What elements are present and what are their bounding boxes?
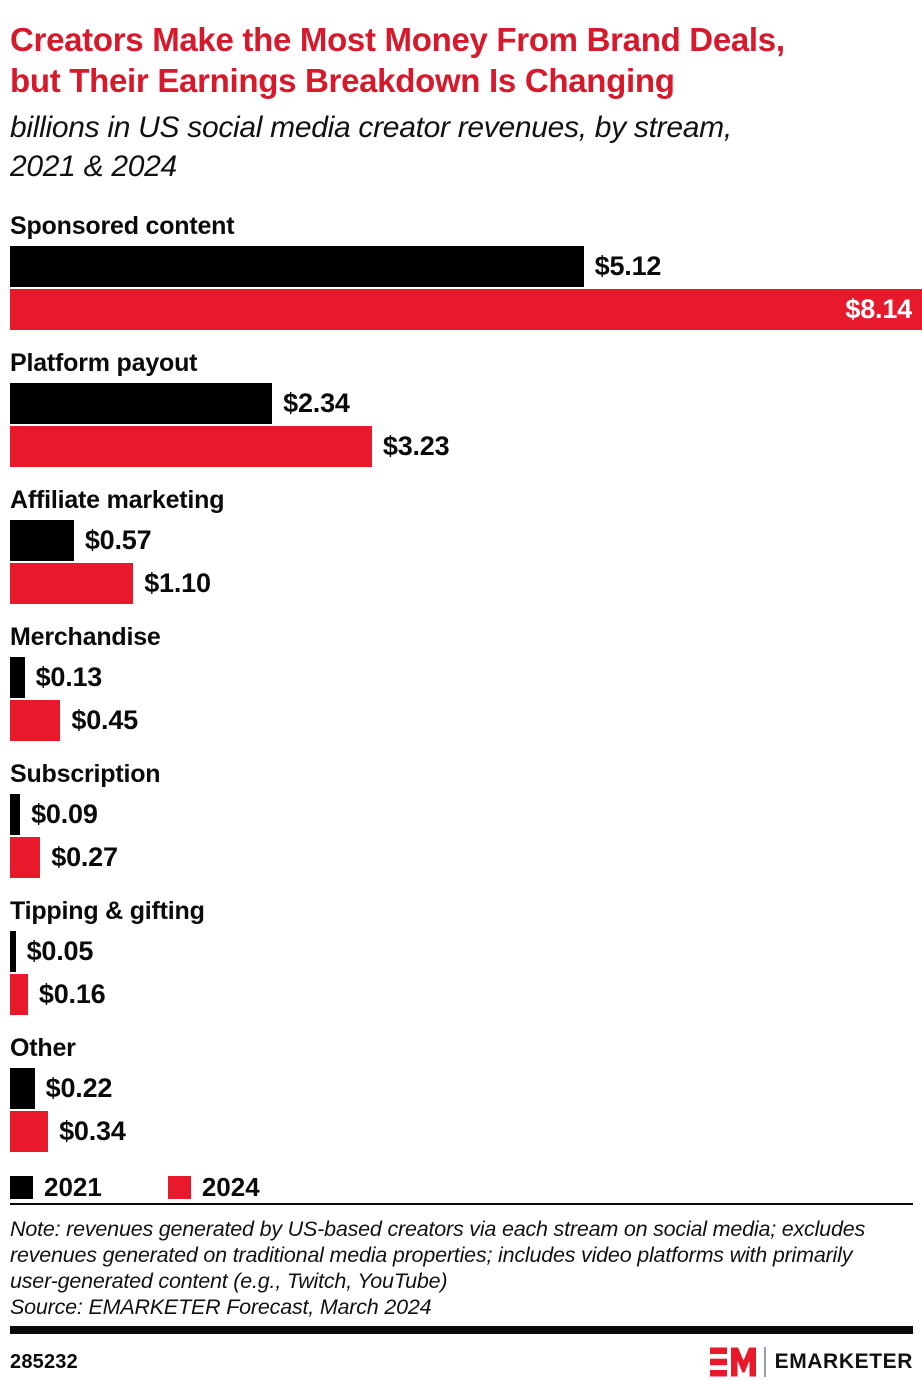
chart-subtitle: billions in US social media creator reve… <box>10 108 922 186</box>
bar-2021 <box>10 383 273 424</box>
chart-subtitle-line1: billions in US social media creator reve… <box>10 111 732 144</box>
bar-row-2021: $0.05 <box>10 931 922 972</box>
bar-group-subscription: Subscription $0.09 $0.27 <box>10 759 922 878</box>
bar-row-2021: $0.22 <box>10 1068 922 1109</box>
bar-2021 <box>10 794 21 835</box>
bar-2024: $8.14 <box>10 289 922 330</box>
bar-2021 <box>10 246 584 287</box>
value-label-2021: $0.09 <box>31 799 98 829</box>
bar-2024 <box>10 426 372 467</box>
category-label: Tipping & gifting <box>10 897 205 925</box>
bar-2021 <box>10 931 16 972</box>
value-label-2021: $0.05 <box>26 936 94 966</box>
chart-legend: 2021 2024 <box>10 1172 922 1203</box>
value-label-2021: $2.34 <box>283 388 350 418</box>
bar-row-2021: $2.34 <box>10 383 922 424</box>
value-label-2024: $0.16 <box>38 979 106 1009</box>
note-line: Note: revenues generated by US-based cre… <box>10 1217 866 1241</box>
chart-title-line1: Creators Make the Most Money From Brand … <box>10 21 785 58</box>
legend-item-2024: 2024 <box>167 1172 260 1203</box>
legend-label-2021: 2021 <box>44 1172 102 1202</box>
value-label-2024: $3.23 <box>382 431 450 461</box>
value-label-2021: $0.57 <box>84 525 152 555</box>
chart-footer: Note: revenues generated by US-based cre… <box>10 1203 922 1381</box>
bar-row-2024: $3.23 <box>10 426 922 467</box>
bar-row-2024: $0.34 <box>10 1111 922 1152</box>
bar-chart: Sponsored content $5.12 $8.14 Platform p… <box>10 195 922 1203</box>
category-label: Sponsored content <box>10 212 235 240</box>
bar-2024 <box>10 700 61 741</box>
legend-swatch-2021 <box>10 1176 33 1199</box>
bar-row-2024: $0.16 <box>10 974 922 1015</box>
bar-group-merchandise: Merchandise $0.13 $0.45 <box>10 622 922 741</box>
footer-divider <box>10 1203 913 1205</box>
footer-bar <box>10 1326 913 1334</box>
value-label-2021: $5.12 <box>594 251 662 281</box>
value-label-2024: $1.10 <box>144 568 211 598</box>
category-label: Affiliate marketing <box>10 486 225 514</box>
bar-group-platform-payout: Platform payout $2.34 $3.23 <box>10 348 922 467</box>
emarketer-brand: EMARKETER <box>709 1347 913 1377</box>
em-logo-icon <box>709 1347 756 1377</box>
chart-title-line2: but Their Earnings Breakdown Is Changing <box>10 62 675 99</box>
category-label: Platform payout <box>10 349 198 377</box>
value-label-2024: $8.14 <box>845 294 912 324</box>
bar-2021 <box>10 1068 35 1109</box>
legend-swatch-2024 <box>167 1176 191 1199</box>
bar-row-2021: $5.12 <box>10 246 922 287</box>
bar-row-2024: $0.27 <box>10 837 922 878</box>
source-line: Source: EMARKETER Forecast, March 2024 <box>10 1295 432 1319</box>
value-label-2024: $0.34 <box>59 1116 126 1146</box>
bar-group-affiliate-marketing: Affiliate marketing $0.57 $1.10 <box>10 485 922 604</box>
bar-row-2021: $0.13 <box>10 657 922 698</box>
bar-row-2021: $0.09 <box>10 794 922 835</box>
chart-subtitle-line2: 2021 & 2024 <box>10 150 177 183</box>
bar-2024 <box>10 563 134 604</box>
bar-group-other: Other $0.22 $0.34 <box>10 1033 922 1152</box>
chart-id: 285232 <box>10 1350 78 1373</box>
bar-group-tipping-gifting: Tipping & gifting $0.05 $0.16 <box>10 896 922 1015</box>
note-line: revenues generated on traditional media … <box>10 1243 853 1267</box>
legend-label-2024: 2024 <box>201 1172 260 1202</box>
chart-title: Creators Make the Most Money From Brand … <box>10 19 922 101</box>
bar-2024 <box>10 1111 49 1152</box>
value-label-2024: $0.45 <box>71 705 138 735</box>
value-label-2021: $0.13 <box>35 662 103 692</box>
category-label: Subscription <box>10 760 161 788</box>
bar-row-2024: $8.14 <box>10 289 922 330</box>
brand-wordmark: EMARKETER <box>774 1350 913 1373</box>
category-label: Other <box>10 1034 76 1062</box>
value-label-2024: $0.27 <box>51 842 118 872</box>
bar-row-2024: $1.10 <box>10 563 922 604</box>
chart-notes: Note: revenues generated by US-based cre… <box>10 1216 922 1320</box>
category-label: Merchandise <box>10 623 161 651</box>
value-label-2021: $0.22 <box>45 1073 113 1103</box>
brand-divider <box>763 1347 766 1377</box>
bar-group-sponsored-content: Sponsored content $5.12 $8.14 <box>10 211 922 330</box>
footer-bottom-row: 285232 EMARKETER <box>10 1343 913 1381</box>
legend-item-2021: 2021 <box>10 1172 102 1203</box>
bar-2024 <box>10 837 41 878</box>
bar-row-2024: $0.45 <box>10 700 922 741</box>
bar-2024 <box>10 974 28 1015</box>
bar-row-2021: $0.57 <box>10 520 922 561</box>
note-line: user-generated content (e.g., Twitch, Yo… <box>10 1269 448 1293</box>
bar-2021 <box>10 657 25 698</box>
bar-2021 <box>10 520 74 561</box>
